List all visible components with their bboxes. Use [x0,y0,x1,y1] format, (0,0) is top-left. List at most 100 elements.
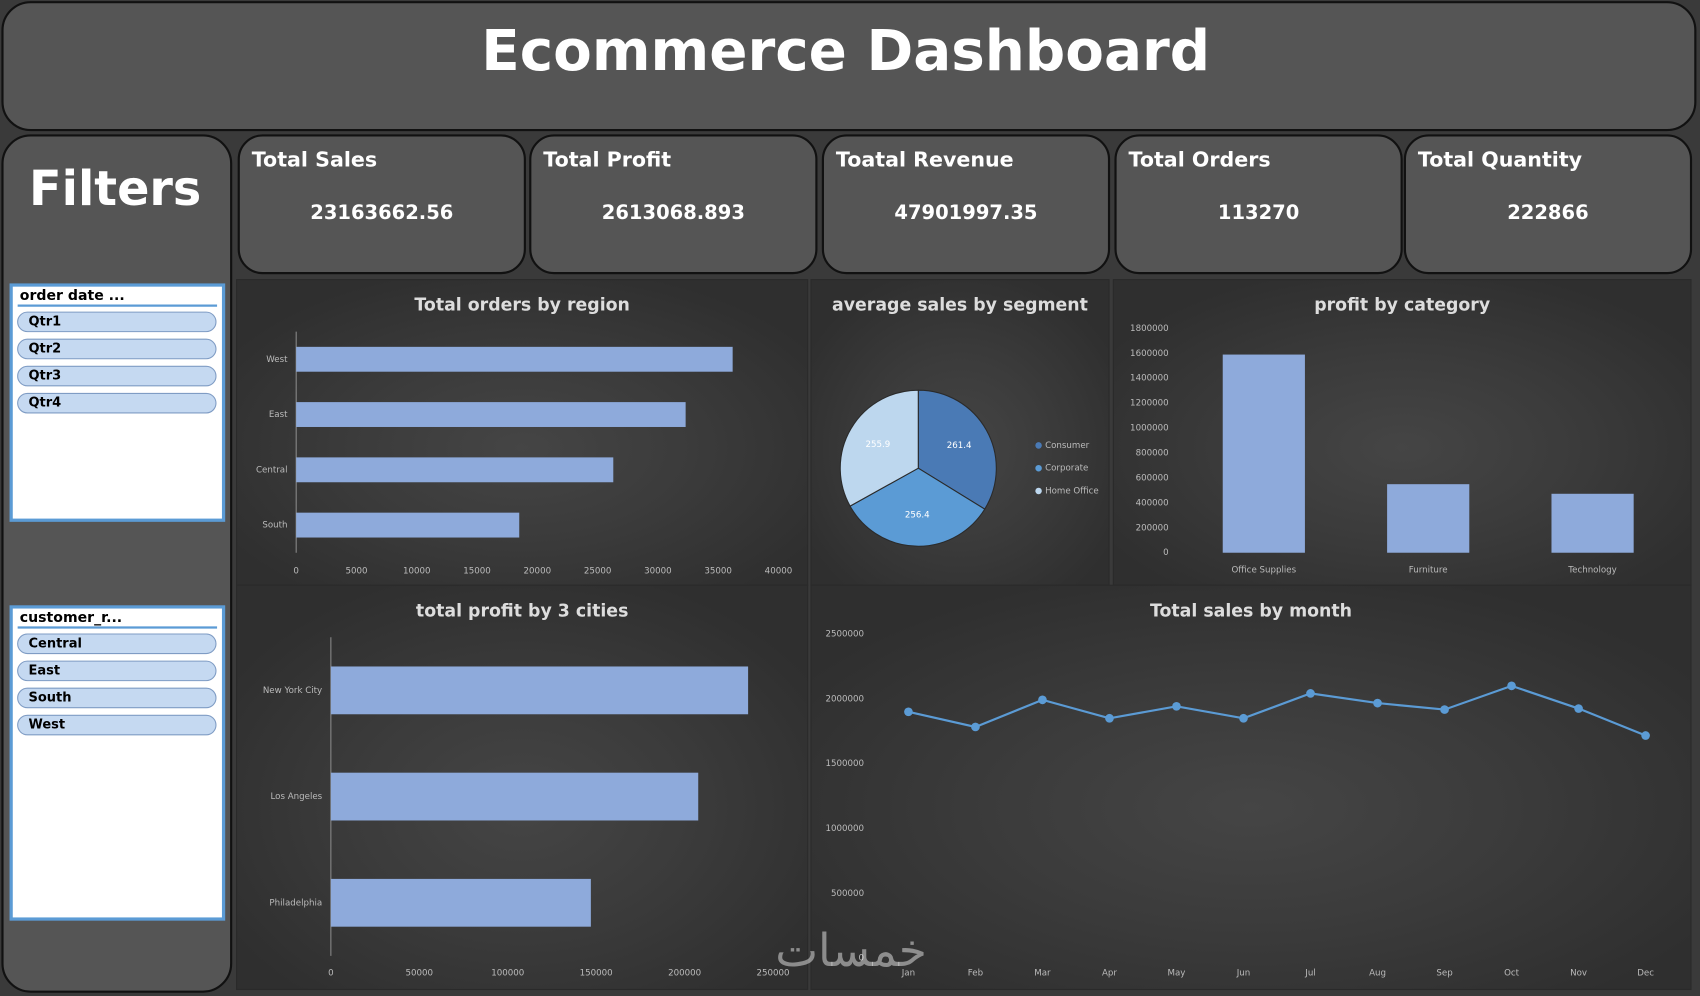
x-tick-label: Jun [1236,969,1251,979]
slicer-item[interactable] [17,633,217,655]
line-point [904,707,913,717]
kpi-card [1403,134,1693,275]
legend-label: Corporate [1045,464,1088,474]
slicer-title: order date ... [20,288,125,304]
kpi-label: Total Profit [543,147,671,171]
x-tick-label: 5000 [345,567,367,577]
kpi-value: 23163662.56 [310,201,453,224]
x-tick-label: 0 [328,969,334,979]
y-tick-label: 800000 [1136,449,1169,459]
x-tick-label: 100000 [491,969,524,979]
kpi-card [821,134,1111,275]
slicer-title: customer_r... [20,610,122,626]
x-tick-label: 10000 [403,567,431,577]
line-point [1038,695,1047,705]
x-tick-label: Sep [1436,969,1453,979]
x-tick-label: Jan [901,969,915,979]
chart-title: profit by category [1314,296,1490,316]
line-point [1105,713,1114,723]
legend-label: Home Office [1045,486,1099,496]
kpi-value: 2613068.893 [602,201,745,224]
y-tick-label: West [266,355,288,365]
line-point [1507,681,1516,691]
pie-slice [917,389,997,510]
bar [1222,354,1305,553]
slicer-item[interactable] [17,660,217,682]
slicer-item-label[interactable]: Qtr4 [28,396,61,411]
slicer [9,605,226,921]
slicer-item[interactable] [17,714,217,736]
slicer-item-label[interactable]: West [28,718,65,733]
dashboard-title: Ecommerce Dashboard [481,19,1210,84]
bar [296,457,614,483]
chart-panel [810,584,1692,991]
x-tick-label: Furniture [1409,566,1448,576]
pie-data-label: 255.9 [866,440,891,450]
y-tick-label: 200000 [1136,523,1169,533]
bar [296,346,733,372]
slicer-item-label[interactable]: Qtr1 [28,314,61,329]
kpi-card [237,134,526,275]
x-tick-label: Mar [1034,969,1051,979]
x-tick-label: Oct [1504,969,1520,979]
slicer-item-label[interactable]: Central [28,636,81,651]
x-tick-label: 25000 [584,567,612,577]
bar [330,772,699,821]
y-tick-label: Philadelphia [269,898,322,908]
kpi-label: Total Orders [1129,147,1271,171]
x-tick-label: 20000 [524,567,552,577]
y-tick-label: 0 [859,954,865,964]
chart-title: Total sales by month [1150,601,1352,621]
kpi-label: Total Sales [252,147,377,171]
slicer-item-label[interactable]: Qtr3 [28,369,61,384]
bar [296,402,686,427]
bar [330,878,591,927]
x-tick-label: Apr [1102,969,1117,979]
slicer-item[interactable] [17,338,217,360]
slicer-item[interactable] [17,365,217,387]
slicer-item[interactable] [17,392,217,414]
chart-panel [236,279,809,586]
line-point [1641,731,1650,740]
kpi-value: 222866 [1507,201,1588,224]
bar [330,666,749,715]
y-tick-label: 1600000 [1130,349,1169,359]
line-point [1172,702,1181,711]
kpi-label: Total Quantity [1418,147,1583,171]
y-tick-label: 2500000 [826,630,865,640]
slicer-item[interactable] [17,311,217,333]
legend-marker [1035,442,1042,449]
line-point [1239,713,1248,723]
x-tick-label: Office Supplies [1232,566,1297,576]
kpi-card [529,134,818,275]
kpi-card [1114,134,1403,275]
y-tick-label: East [269,410,288,420]
line-point [1440,705,1449,714]
chart-title: total profit by 3 cities [416,601,628,621]
x-tick-label: Feb [968,969,984,979]
x-tick-label: 150000 [580,969,613,979]
chart-title: average sales by segment [832,296,1088,316]
slicer-item-label[interactable]: East [28,663,60,678]
line-point [1306,689,1315,698]
legend-marker [1035,487,1042,495]
filters-title: Filters [29,162,201,217]
kpi-value: 47901997.35 [894,201,1037,224]
line-point [1373,698,1382,708]
y-tick-label: Central [256,465,288,475]
slicer-item[interactable] [17,687,217,709]
x-tick-label: 15000 [463,567,491,577]
chart-title: Total orders by region [414,296,629,316]
slicer-item-label[interactable]: Qtr2 [28,341,61,356]
pie-data-label: 261.4 [947,441,972,451]
slicer-item-label[interactable]: South [28,690,71,705]
y-tick-label: 1400000 [1130,374,1169,384]
x-tick-label: 30000 [644,567,672,577]
kpi-value: 113270 [1218,201,1299,224]
pie-slice [839,389,919,507]
x-tick-label: 250000 [757,969,790,979]
x-tick-label: 40000 [765,567,793,577]
line-point [1574,704,1583,713]
